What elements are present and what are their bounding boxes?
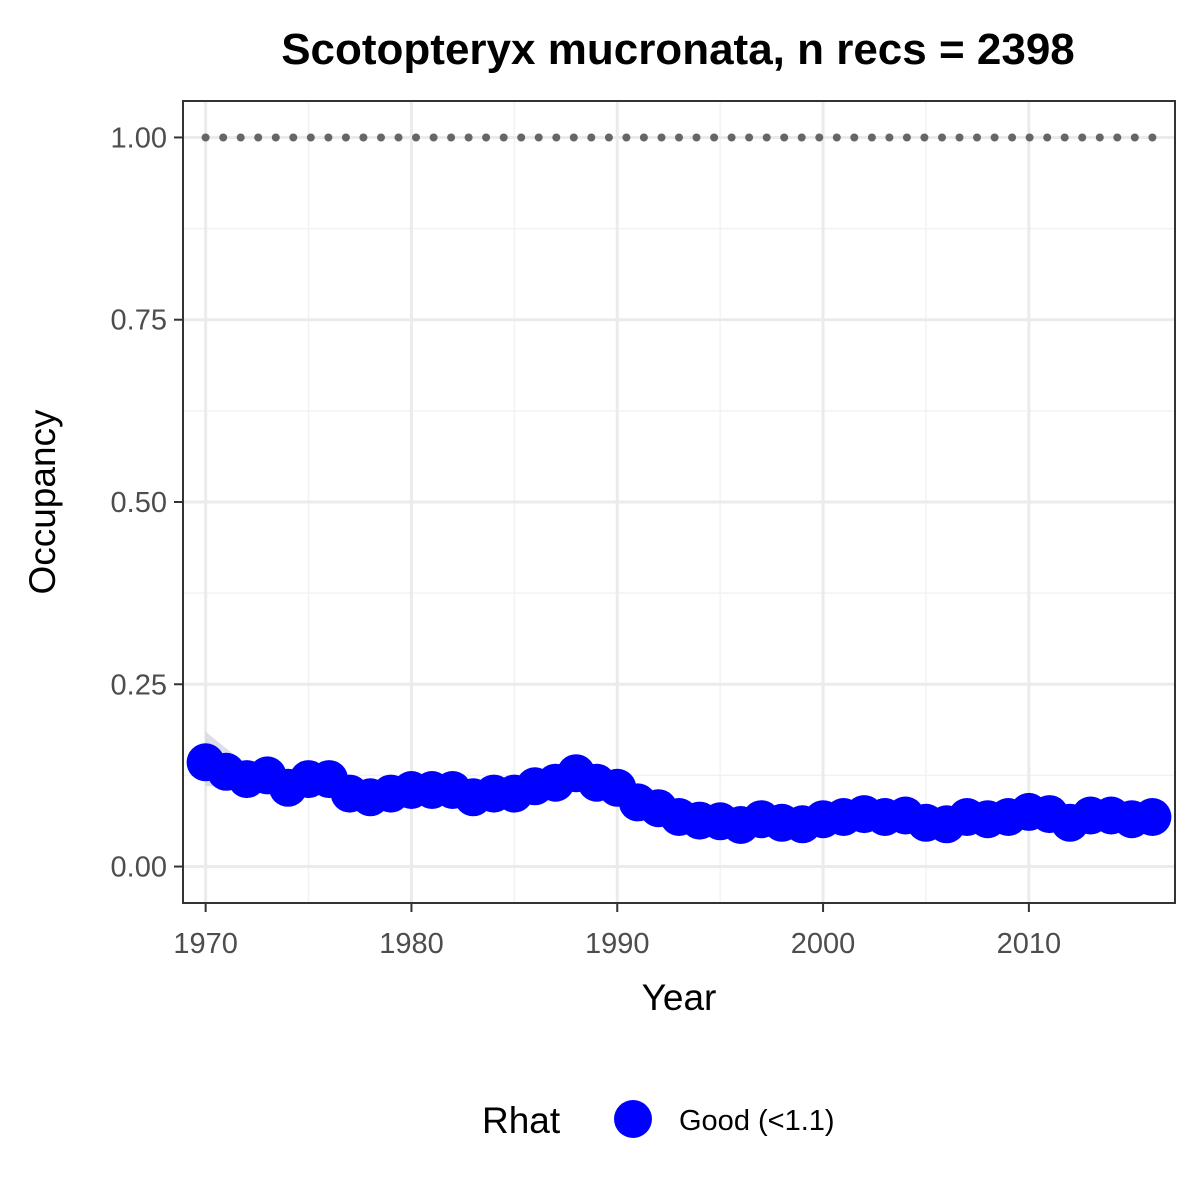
reference-line-dot bbox=[622, 133, 631, 142]
reference-line-dot bbox=[920, 133, 929, 142]
occupancy-points-layer bbox=[186, 743, 1172, 844]
reference-line-dot bbox=[464, 133, 473, 142]
chart-title: Scotopteryx mucronata, n recs = 2398 bbox=[281, 25, 1075, 74]
y-tick-label: 0.75 bbox=[111, 305, 167, 337]
reference-line-dot bbox=[1095, 133, 1104, 142]
reference-line-dot bbox=[902, 133, 911, 142]
reference-line-dot bbox=[727, 133, 736, 142]
reference-line-dot bbox=[517, 133, 526, 142]
reference-line-dot bbox=[780, 133, 789, 142]
reference-line-dot bbox=[482, 133, 491, 142]
reference-line-dot bbox=[377, 133, 385, 142]
x-tick-label: 1990 bbox=[585, 928, 650, 960]
reference-line-dot bbox=[832, 133, 841, 142]
y-tick-label: 0.00 bbox=[111, 852, 167, 884]
reference-line-dot bbox=[569, 133, 578, 142]
occupancy-point bbox=[1133, 798, 1172, 836]
reference-line-dot bbox=[938, 133, 946, 142]
legend-title: Rhat bbox=[482, 1100, 561, 1141]
reference-line-dot bbox=[1078, 133, 1087, 142]
x-tick-label: 1980 bbox=[379, 928, 444, 960]
x-axis-title: Year bbox=[642, 977, 717, 1018]
reference-line-dot bbox=[1025, 133, 1034, 142]
y-tick-label: 0.50 bbox=[111, 487, 167, 519]
reference-line-dot bbox=[1060, 133, 1069, 142]
reference-line-dot bbox=[271, 133, 280, 142]
reference-line-dot bbox=[306, 133, 315, 142]
reference-line-dot bbox=[359, 133, 368, 142]
reference-line-dot bbox=[552, 133, 561, 142]
reference-line-dot bbox=[657, 133, 666, 142]
reference-line-dot bbox=[394, 133, 403, 142]
reference-line-dot bbox=[745, 133, 754, 142]
y-tick-label: 0.25 bbox=[111, 669, 167, 701]
reference-line-dot bbox=[797, 133, 806, 142]
reference-line-dot bbox=[675, 133, 683, 142]
x-axis: 1970 1980 1990 2000 2010 bbox=[173, 903, 1061, 960]
reference-line-dot bbox=[604, 133, 613, 142]
reference-line-dot bbox=[219, 133, 228, 142]
y-axis: 0.00 0.25 0.50 0.75 1.00 bbox=[111, 122, 183, 884]
legend-label-good: Good (<1.1) bbox=[679, 1105, 835, 1137]
reference-line-dot bbox=[867, 133, 876, 142]
reference-line-dot bbox=[587, 133, 596, 142]
legend-key-good bbox=[614, 1100, 652, 1138]
reference-line-dot bbox=[710, 133, 719, 142]
reference-line-dot bbox=[236, 133, 245, 142]
reference-line-dot bbox=[534, 133, 543, 142]
x-tick-label: 2000 bbox=[791, 928, 856, 960]
reference-line-layer bbox=[201, 133, 1157, 142]
reference-line-dot bbox=[254, 133, 263, 142]
reference-line-dot bbox=[289, 133, 298, 142]
reference-line-dot bbox=[447, 133, 456, 142]
reference-line-dot bbox=[955, 133, 964, 142]
reference-line-dot bbox=[815, 133, 824, 142]
reference-line-dot bbox=[990, 133, 999, 142]
reference-line-dot bbox=[1043, 133, 1052, 142]
reference-line-dot bbox=[412, 133, 420, 142]
reference-line-dot bbox=[1148, 133, 1157, 142]
reference-line-dot bbox=[1130, 133, 1139, 142]
reference-line-dot bbox=[1008, 133, 1017, 142]
reference-line-dot bbox=[201, 133, 210, 142]
reference-line-dot bbox=[639, 133, 648, 142]
reference-line-dot bbox=[885, 133, 894, 142]
reference-line-dot bbox=[692, 133, 701, 142]
x-tick-label: 2010 bbox=[997, 928, 1062, 960]
x-tick-label: 1970 bbox=[173, 928, 238, 960]
y-tick-label: 1.00 bbox=[111, 122, 167, 154]
reference-line-dot bbox=[341, 133, 350, 142]
reference-line-dot bbox=[324, 133, 333, 142]
reference-line-dot bbox=[499, 133, 508, 142]
legend: Rhat Good (<1.1) bbox=[482, 1100, 835, 1141]
reference-line-dot bbox=[1113, 133, 1122, 142]
y-axis-title: Occupancy bbox=[22, 409, 63, 595]
reference-line-dot bbox=[429, 133, 438, 142]
reference-line-dot bbox=[762, 133, 771, 142]
reference-line-dot bbox=[850, 133, 859, 142]
reference-line-dot bbox=[973, 133, 981, 142]
